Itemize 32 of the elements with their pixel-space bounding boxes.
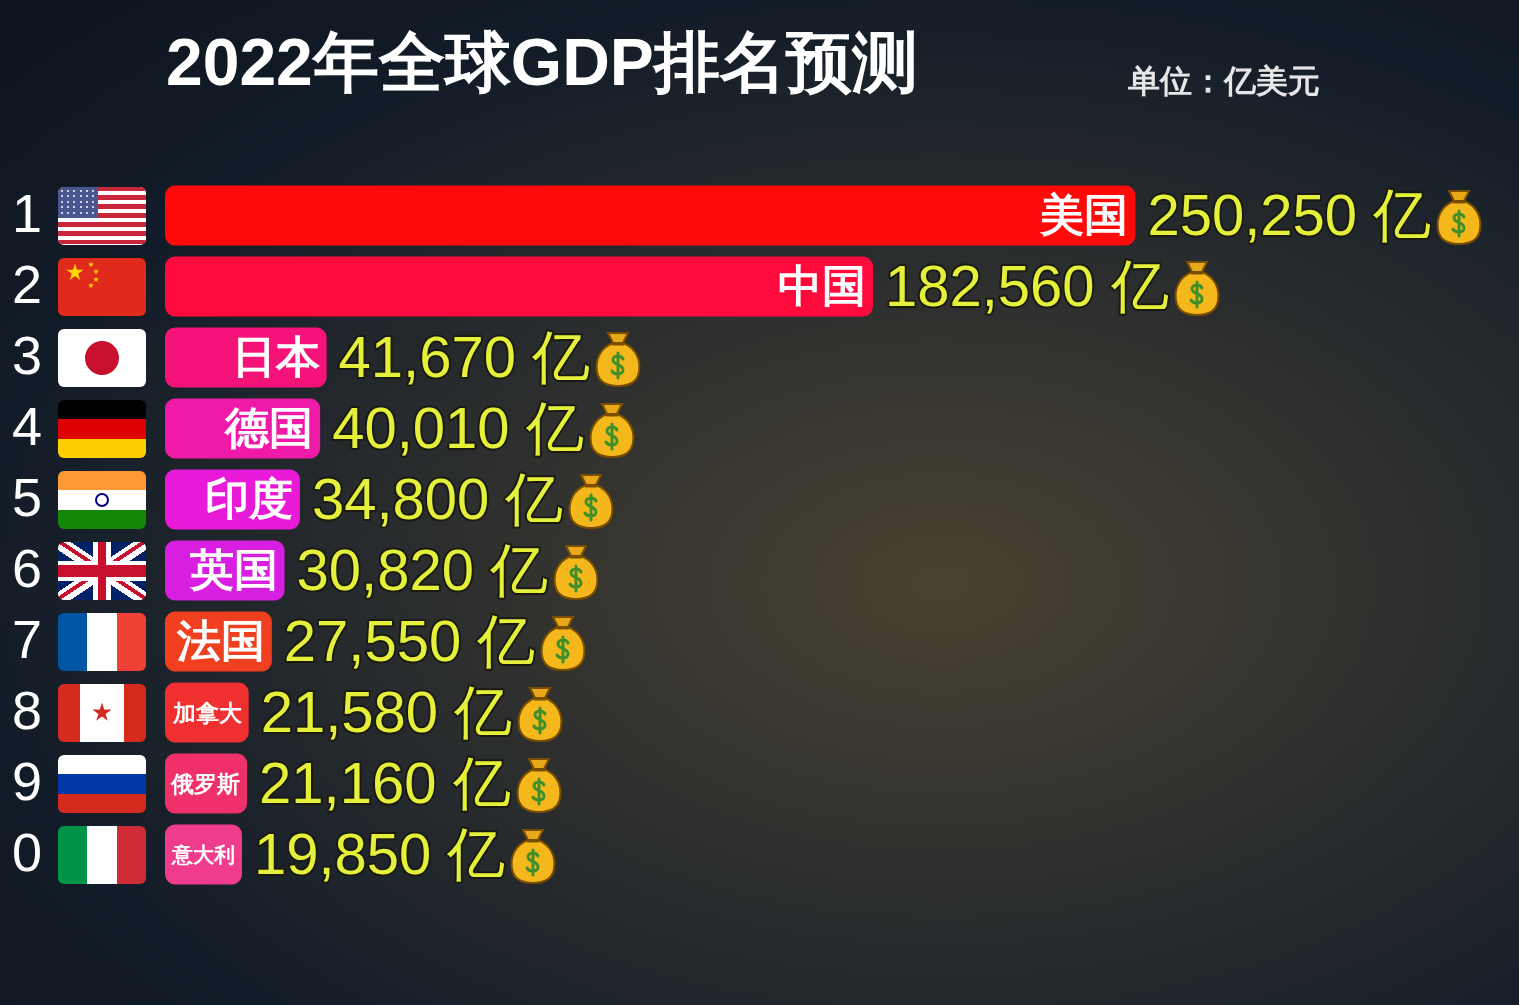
data-label: 21,160 亿 — [259, 749, 511, 815]
text: 5 — [11, 467, 43, 528]
y-tick-label: 日本 — [231, 331, 320, 381]
chart-title: 2022年全球GDP排名预测 — [166, 25, 918, 99]
y-tick-label: 英国 — [188, 544, 278, 594]
y-tick-label: 印度 — [204, 473, 293, 523]
data-label: 41,670 亿 — [338, 323, 591, 389]
y-tick-label: 俄罗斯 — [170, 770, 241, 797]
text: 6 — [11, 538, 43, 599]
text: 1 — [11, 183, 43, 244]
y-tick-label: 法国 — [175, 615, 265, 665]
data-label: 40,010 亿 — [332, 394, 584, 460]
data-label: 27,550 亿 — [283, 607, 536, 673]
text: 2 — [11, 254, 43, 315]
data-label: 250,250 亿 — [1147, 181, 1432, 247]
y-tick-label: 中国 — [777, 260, 866, 310]
data-label: 30,820 亿 — [296, 536, 549, 602]
y-tick-label: 德国 — [223, 402, 314, 452]
data-label: 19,850 亿 — [253, 820, 506, 886]
data-label: 21,580 亿 — [260, 678, 513, 744]
text: 单位：亿美元 — [1128, 63, 1320, 100]
text: 4 — [11, 396, 43, 457]
y-tick-label: 意大利 — [170, 843, 235, 867]
text: 9 — [11, 751, 43, 812]
data-label: 34,800 亿 — [311, 465, 564, 531]
text: 8 — [11, 680, 43, 741]
text: 0 — [11, 822, 43, 883]
text: 3 — [11, 325, 43, 386]
y-tick-label: 美国 — [1039, 189, 1129, 239]
text: 7 — [11, 609, 43, 670]
y-tick-label: 加拿大 — [171, 699, 243, 726]
data-label: 182,560 亿 — [884, 252, 1169, 318]
